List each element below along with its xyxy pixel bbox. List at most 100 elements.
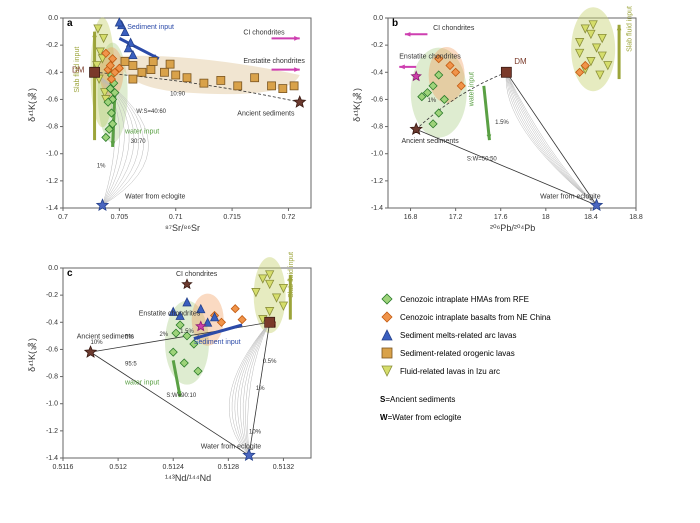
- panel-label-b: b: [392, 18, 398, 29]
- svg-text:DM: DM: [72, 65, 85, 74]
- svg-text:-1.0: -1.0: [46, 151, 58, 158]
- svg-text:1%: 1%: [256, 386, 265, 392]
- svg-text:0.5%: 0.5%: [263, 359, 277, 365]
- svg-text:Sediment input: Sediment input: [127, 24, 174, 31]
- xlabel-c: ¹⁴³Nd/¹⁴⁴Nd: [165, 473, 211, 483]
- svg-text:0.705: 0.705: [111, 214, 129, 221]
- svg-text:95:5: 95:5: [125, 362, 137, 368]
- svg-text:Enstatite chondrites: Enstatite chondrites: [399, 54, 461, 61]
- panel-label-c: c: [67, 268, 73, 279]
- svg-text:0.72: 0.72: [282, 214, 296, 221]
- svg-text:17.2: 17.2: [449, 214, 463, 221]
- legend-w-key: W: [380, 413, 388, 422]
- plot-b: 16.817.217.61818.418.8-1.4-1.2-1.0-0.8-0…: [350, 8, 640, 226]
- svg-text:Water from eclogite: Water from eclogite: [540, 194, 601, 201]
- svg-text:-1.2: -1.2: [46, 178, 58, 185]
- svg-text:-0.2: -0.2: [371, 42, 383, 49]
- svg-text:0.71: 0.71: [169, 214, 183, 221]
- svg-text:1%: 1%: [427, 98, 436, 104]
- svg-text:10%: 10%: [91, 340, 104, 346]
- svg-text:-0.2: -0.2: [46, 42, 58, 49]
- panel-label-a: a: [67, 18, 73, 29]
- svg-text:water input: water input: [469, 72, 476, 107]
- svg-text:-0.8: -0.8: [46, 374, 58, 381]
- svg-text:10:90: 10:90: [170, 91, 186, 97]
- svg-text:CI chondrites: CI chondrites: [176, 271, 218, 278]
- svg-text:0.5116: 0.5116: [53, 464, 74, 471]
- legend-item: Cenozoic intraplate basalts from NE Chin…: [380, 308, 551, 326]
- svg-text:S:W=50:50: S:W=50:50: [467, 157, 498, 163]
- svg-text:Enstatite chondrites: Enstatite chondrites: [139, 311, 201, 318]
- svg-text:17.6: 17.6: [494, 214, 508, 221]
- legend-label: Cenozoic intraplate HMAs from RFE: [400, 295, 529, 304]
- ylabel-a: δ⁴¹K(‰): [27, 88, 37, 122]
- svg-text:-0.8: -0.8: [46, 124, 58, 131]
- svg-text:-0.4: -0.4: [371, 69, 383, 76]
- legend-label: Cenozoic intraplate basalts from NE Chin…: [400, 313, 551, 322]
- svg-text:Ancient sediments: Ancient sediments: [402, 138, 460, 145]
- svg-text:Sediment input: Sediment input: [194, 339, 241, 346]
- svg-text:CI chondrites: CI chondrites: [433, 25, 475, 32]
- svg-text:-0.4: -0.4: [46, 69, 58, 76]
- svg-text:-1.0: -1.0: [371, 151, 383, 158]
- legend-label: Sediment melts-related arc lavas: [400, 331, 517, 340]
- svg-text:Slab fluid input: Slab fluid input: [626, 6, 633, 52]
- chart-b: b δ⁴¹K(‰) ²⁰⁶Pb/²⁰⁴Pb 16.8 17.2 17.6 18 18.4…: [350, 8, 640, 243]
- legend-item: Sediment melts-related arc lavas: [380, 326, 551, 344]
- svg-text:Water from eclogite: Water from eclogite: [125, 194, 186, 201]
- svg-text:0.5124: 0.5124: [163, 464, 185, 471]
- ylabel-c: δ⁴¹K(‰): [27, 338, 37, 372]
- svg-text:0.7: 0.7: [58, 214, 68, 221]
- legend-s: S=Ancient sediments: [380, 390, 551, 408]
- svg-text:-0.6: -0.6: [46, 96, 58, 103]
- svg-text:0.0: 0.0: [48, 265, 58, 272]
- svg-text:0.512: 0.512: [109, 464, 127, 471]
- legend-w-text: Water from eclogite: [392, 413, 461, 422]
- svg-text:-0.6: -0.6: [46, 346, 58, 353]
- svg-text:30:70: 30:70: [131, 139, 147, 145]
- plot-c: 0.51160.5120.51240.51280.5132-1.4-1.2-1.…: [25, 258, 315, 476]
- svg-text:S:W=90:10: S:W=90:10: [166, 393, 197, 399]
- svg-text:16.8: 16.8: [404, 214, 418, 221]
- svg-text:18.8: 18.8: [629, 214, 643, 221]
- svg-text:0.5128: 0.5128: [218, 464, 240, 471]
- legend-item: Cenozoic intraplate HMAs from RFE: [380, 290, 551, 308]
- svg-text:-1.2: -1.2: [46, 428, 58, 435]
- svg-text:Water from eclogite: Water from eclogite: [201, 444, 262, 451]
- legend-label: Sediment-related orogenic lavas: [400, 349, 515, 358]
- svg-text:W:S=40:60: W:S=40:60: [136, 109, 166, 115]
- svg-text:DM: DM: [264, 321, 277, 330]
- svg-text:1.5%: 1.5%: [180, 329, 194, 335]
- legend-w: W=Water from eclogite: [380, 408, 551, 426]
- svg-text:water input: water input: [124, 380, 159, 387]
- svg-text:18: 18: [542, 214, 550, 221]
- svg-text:-0.2: -0.2: [46, 292, 58, 299]
- chart-c: c δ⁴¹K(‰) ¹⁴³Nd/¹⁴⁴Nd 0.5116 0.512 0.5124 0…: [25, 258, 315, 503]
- chart-a: a δ⁴¹K(‰) ⁸⁷Sr/⁸⁶Sr 0.70.7050.710.7150.7…: [25, 8, 315, 243]
- ylabel-b: δ⁴¹K(‰): [352, 88, 362, 122]
- svg-text:DM: DM: [514, 57, 527, 66]
- svg-text:Enstatite chondrites: Enstatite chondrites: [243, 58, 305, 65]
- svg-text:Ancient sediments: Ancient sediments: [237, 111, 295, 118]
- svg-text:CI chondrites: CI chondrites: [243, 29, 285, 36]
- svg-text:-0.4: -0.4: [46, 319, 58, 326]
- svg-text:-1.0: -1.0: [46, 401, 58, 408]
- svg-text:-0.8: -0.8: [371, 124, 383, 131]
- svg-text:0.0: 0.0: [373, 15, 383, 22]
- svg-text:water input: water input: [124, 128, 159, 135]
- svg-text:1%: 1%: [97, 163, 106, 169]
- svg-text:-1.4: -1.4: [46, 205, 58, 212]
- svg-text:-1.4: -1.4: [46, 455, 58, 462]
- svg-text:-0.6: -0.6: [371, 96, 383, 103]
- legend: Cenozoic intraplate HMAs from RFE Cenozoi…: [380, 290, 551, 426]
- svg-text:0.715: 0.715: [223, 214, 241, 221]
- legend-label: Fluid-related lavas in Izu arc: [400, 367, 500, 376]
- svg-text:5%: 5%: [125, 335, 134, 341]
- legend-item: Sediment-related orogenic lavas: [380, 344, 551, 362]
- xlabel-b: ²⁰⁶Pb/²⁰⁴Pb: [490, 223, 535, 234]
- svg-text:18.4: 18.4: [584, 214, 598, 221]
- svg-text:-1.4: -1.4: [371, 205, 383, 212]
- legend-s-text: Ancient sediments: [390, 395, 455, 404]
- svg-text:10%: 10%: [249, 430, 262, 436]
- svg-text:2%: 2%: [159, 332, 168, 338]
